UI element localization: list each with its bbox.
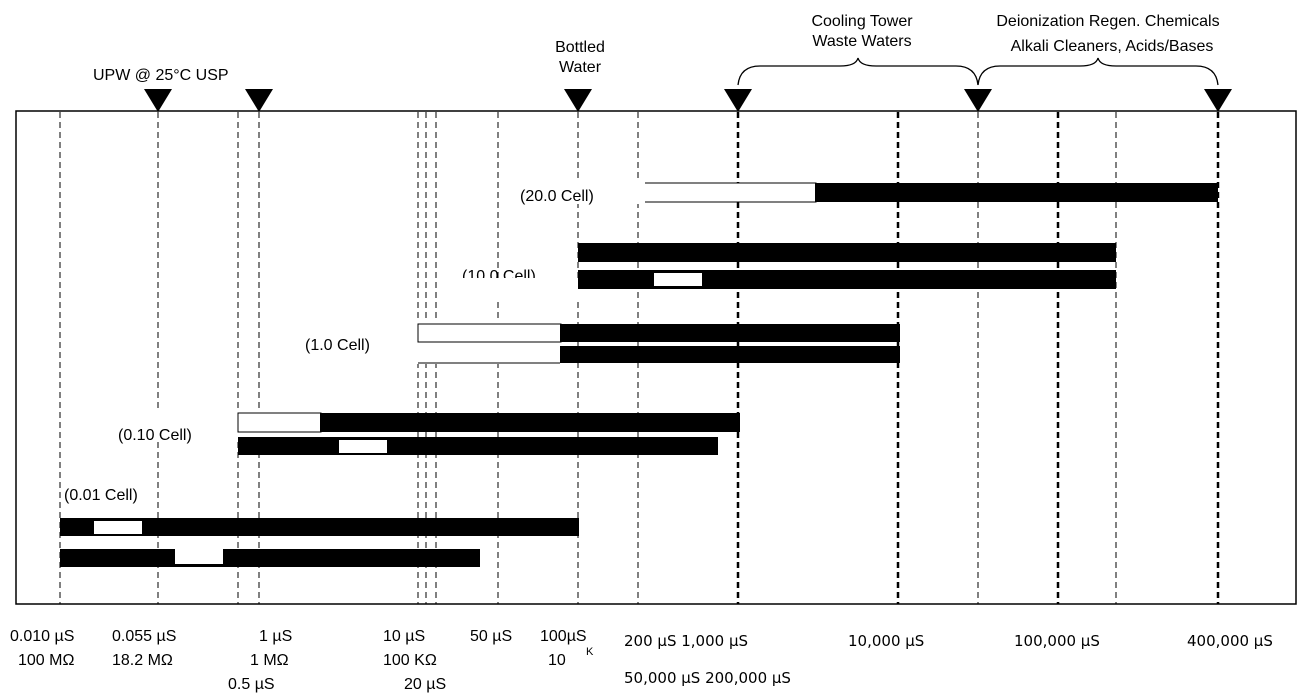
range-bar-10-cell-b-gap <box>654 273 702 286</box>
marker-triangle-cooling-start <box>724 89 752 112</box>
range-bar-1-cell-b <box>560 346 900 363</box>
range-bar-20-cell-light <box>637 182 817 203</box>
marker-triangle-usp <box>245 89 273 112</box>
tick-label-200us-1000us: 200 µS 1,000 µS <box>624 632 748 650</box>
marker-triangles <box>144 89 1232 112</box>
range-bar-010-cell-b <box>238 437 718 455</box>
axis-labels: 0.010 µS 100 MΩ 0.055 µS 18.2 MΩ 1 µS 1 … <box>10 628 1273 693</box>
tick-label-100us: 100µS <box>540 628 587 645</box>
tick-label-10k: 10 <box>548 652 566 669</box>
tick-label-0-055us: 0.055 µS <box>112 628 176 645</box>
tick-label-20us: 20 µS <box>404 676 446 693</box>
tick-label-50us: 50 µS <box>470 628 512 645</box>
deionization-label-1: Deionization Regen. Chemicals <box>996 13 1219 30</box>
cell-001-label: (0.01 Cell) <box>64 487 138 504</box>
tick-label-18-2mohm: 18.2 MΩ <box>112 652 173 669</box>
cell-20-label-mask <box>510 182 645 204</box>
range-bar-1-cell-a-light <box>417 323 562 343</box>
cell-010-label: (0.10 Cell) <box>118 427 192 444</box>
range-bar-20-cell <box>815 183 1218 202</box>
range-bar-10-cell-a <box>578 243 1116 262</box>
cooling-tower-label-1: Cooling Tower <box>811 13 913 30</box>
tick-label-0-5us: 0.5 µS <box>228 676 275 693</box>
tick-label-0-010us: 0.010 µS <box>10 628 74 645</box>
cooling-tower-label-2: Waste Waters <box>812 33 911 50</box>
cell-10-label-mask <box>440 278 590 298</box>
marker-triangle-cooling-end <box>964 89 992 112</box>
bottled-water-label-2: Water <box>559 59 602 76</box>
range-bar-001-cell-b-gap <box>175 549 223 564</box>
tick-label-10us: 10 µS <box>383 628 425 645</box>
range-bar-001-cell-a <box>60 518 579 536</box>
tick-label-400000us: 400,000 µS <box>1187 632 1273 650</box>
tick-label-10000us: 10,000 µS <box>848 632 924 650</box>
range-bar-001-cell-a-gap <box>94 521 142 534</box>
range-bar-10-cell-b <box>578 270 1116 289</box>
tick-label-100000us: 100,000 µS <box>1014 632 1100 650</box>
cell-20-label: (20.0 Cell) <box>520 188 594 205</box>
marker-triangle-deion-end <box>1204 89 1232 112</box>
tick-label-1us: 1 µS <box>259 628 292 645</box>
range-bar-010-cell-b-gap <box>339 440 387 453</box>
tick-label-1mohm: 1 MΩ <box>250 652 289 669</box>
range-bar-010-cell-a-light <box>237 412 322 433</box>
tick-label-10k-sup: K <box>586 646 594 658</box>
tick-label-100kohm: 100 KΩ <box>383 652 437 669</box>
deionization-label-2: Alkali Cleaners, Acids/Bases <box>1011 38 1214 55</box>
tick-label-100mohm: 100 MΩ <box>18 652 74 669</box>
brace-cooling-tower <box>737 57 979 86</box>
range-bar-001-cell-b <box>60 549 480 567</box>
range-bar-1-cell-a <box>560 324 900 342</box>
marker-triangle-upw <box>144 89 172 112</box>
cell-1-label: (1.0 Cell) <box>305 337 370 354</box>
tick-label-50000us-200000us: 50,000 µS 200,000 µS <box>624 669 791 687</box>
bottled-water-label-1: Bottled <box>555 39 605 56</box>
brace-deionization <box>977 57 1219 86</box>
marker-triangle-bottled <box>564 89 592 112</box>
upw-usp-label: UPW @ 25°C USP <box>93 67 229 84</box>
range-bar-010-cell-a <box>320 413 740 432</box>
